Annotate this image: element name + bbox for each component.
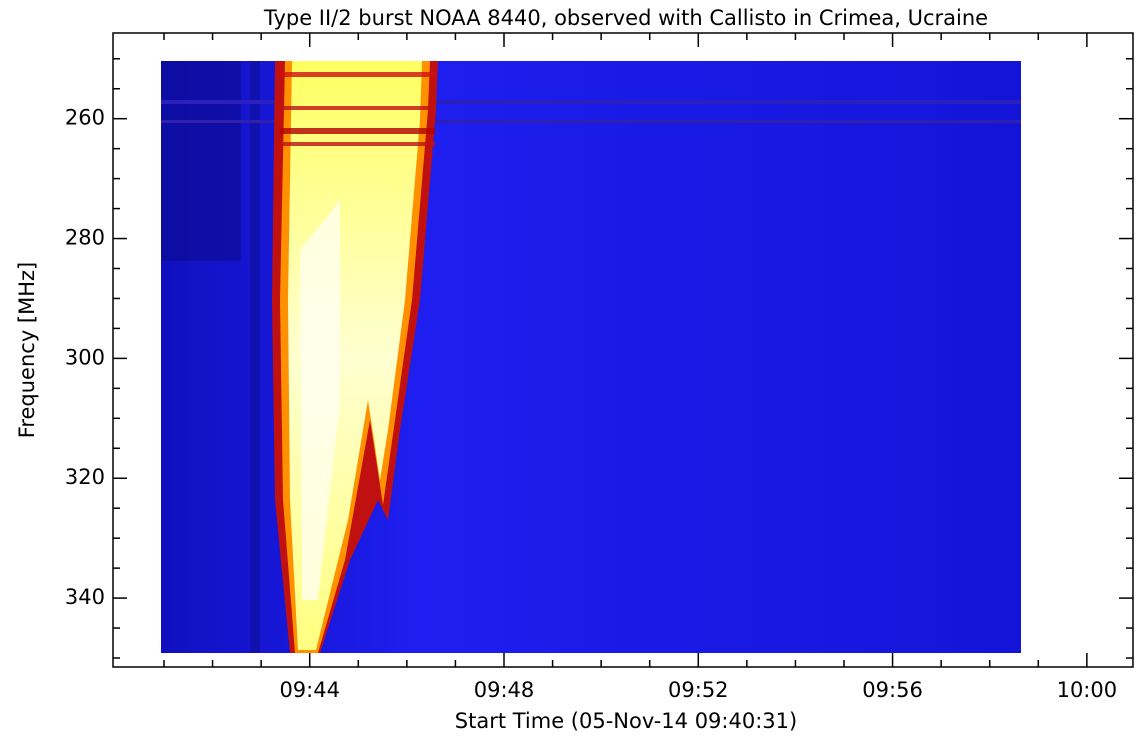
burst-stripe xyxy=(280,128,435,134)
burst-stripe xyxy=(280,142,435,146)
y-tick-label: 340 xyxy=(65,585,105,609)
y-tick-label: 280 xyxy=(65,226,105,250)
plot-frame xyxy=(112,32,1134,668)
rfi-stripe xyxy=(161,100,1021,104)
burst-white xyxy=(300,200,340,600)
burst-stripe xyxy=(280,106,435,110)
x-tick-label: 09:56 xyxy=(862,678,923,702)
y-axis-label: Frequency [MHz] xyxy=(15,262,39,438)
chart-title: Type II/2 burst NOAA 8440, observed with… xyxy=(263,6,988,30)
x-tick-label: 10:00 xyxy=(1057,678,1118,702)
y-tick-label: 300 xyxy=(65,345,105,369)
x-axis-label: Start Time (05-Nov-14 09:40:31) xyxy=(455,709,797,733)
rfi-stripe xyxy=(161,120,1021,123)
burst-stripe xyxy=(280,72,435,77)
dark-stripe xyxy=(250,61,260,653)
x-tick-label: 09:52 xyxy=(668,678,729,702)
y-tick-label: 320 xyxy=(65,465,105,489)
x-tick-label: 09:48 xyxy=(474,678,535,702)
dark-band xyxy=(161,61,241,261)
spectrogram xyxy=(161,61,1021,653)
x-tick-label: 09:44 xyxy=(279,678,340,702)
y-tick-label: 260 xyxy=(65,106,105,130)
